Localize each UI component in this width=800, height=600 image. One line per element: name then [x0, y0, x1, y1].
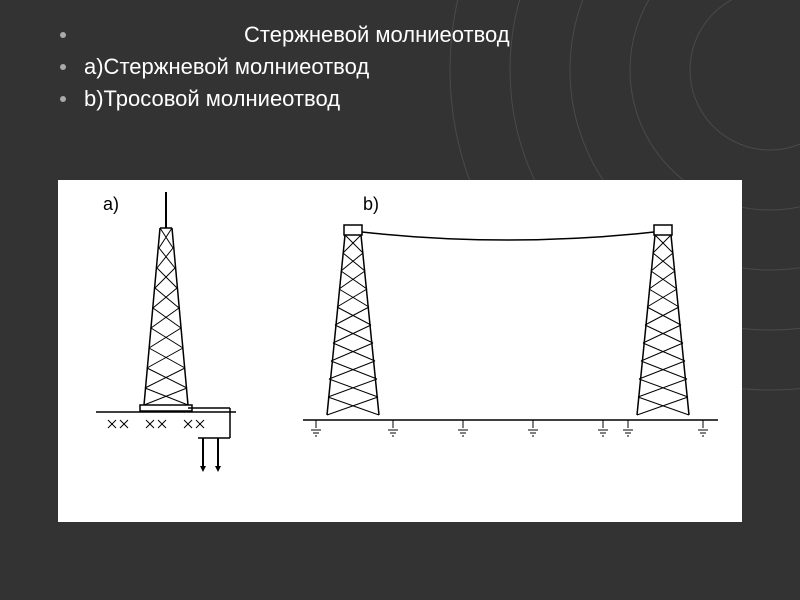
item-a-row: a)Стержневой молниеотвод [60, 54, 800, 80]
item-b-text: b)Тросовой молниеотвод [84, 86, 340, 112]
item-b-row: b)Тросовой молниеотвод [60, 86, 800, 112]
label-a: a) [103, 194, 119, 214]
lightning-rod-diagram: a) [58, 180, 742, 522]
bullet-icon [60, 64, 66, 70]
bullet-icon [60, 32, 66, 38]
slide-title: Стержневой молниеотвод [244, 22, 510, 48]
bullet-icon [60, 96, 66, 102]
slide-text: Стержневой молниеотвод a)Стержневой молн… [0, 0, 800, 112]
diagram-panel: a) [58, 180, 742, 522]
title-row: Стержневой молниеотвод [60, 22, 800, 48]
label-b: b) [363, 194, 379, 214]
item-a-text: a)Стержневой молниеотвод [84, 54, 369, 80]
